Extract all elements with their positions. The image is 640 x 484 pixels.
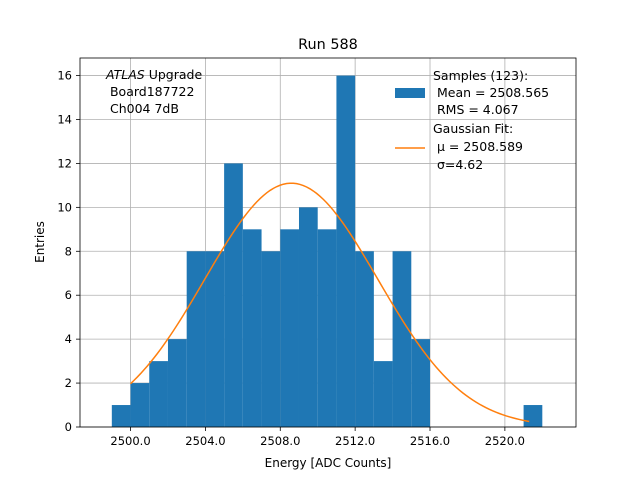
y-axis-ticks: 0 2 4 6 8 10 12 14 16: [57, 69, 80, 434]
hist-bar-9: [280, 229, 299, 427]
x-tick-label-1: 2504.0: [185, 434, 225, 448]
legend-samples-rms: RMS = 4.067: [433, 102, 519, 117]
hist-bar-22: [523, 405, 543, 427]
hist-bar-14: [373, 361, 393, 427]
hist-bar-6: [224, 163, 243, 427]
x-tick-label-0: 2500.0: [110, 434, 150, 448]
hist-bar-1: [130, 383, 150, 427]
y-tick-label-3: 6: [65, 288, 72, 302]
annotation-atlas-word: ATLAS: [105, 67, 145, 82]
atlas-annotation: ATLAS Upgrade Board187722 Ch004 7dB: [105, 67, 202, 116]
annotation-line-1: ATLAS Upgrade: [105, 67, 202, 82]
hist-bar-4: [186, 251, 206, 427]
hist-bar-7: [242, 229, 262, 427]
x-tick-label-5: 2520.0: [485, 434, 525, 448]
legend-fit-label: Gaussian Fit:: [433, 121, 513, 136]
legend-fit-sigma: σ=4.62: [433, 157, 483, 172]
annotation-channel: Ch004 7dB: [106, 101, 179, 116]
hist-bar-10: [298, 207, 318, 427]
legend-fit-mu: μ = 2508.589: [433, 139, 523, 154]
y-tick-label-7: 14: [57, 113, 72, 127]
x-axis-ticks: 2500.0 2504.0 2508.0 2512.0 2516.0 2520.0: [110, 427, 525, 448]
y-axis-label: Entries: [33, 221, 47, 263]
hist-bar-0: [111, 405, 131, 427]
y-tick-label-5: 10: [57, 200, 72, 214]
hist-bar-11: [317, 229, 337, 427]
hist-bar-15: [392, 251, 412, 427]
legend: Samples (123): Mean = 2508.565 RMS = 4.0…: [395, 68, 549, 172]
annotation-board: Board187722: [106, 84, 194, 99]
hist-bar-2: [149, 361, 168, 427]
y-tick-label-8: 16: [57, 69, 72, 83]
x-tick-label-4: 2516.0: [410, 434, 450, 448]
hist-bar-5: [205, 251, 225, 427]
y-tick-label-2: 4: [65, 332, 72, 346]
hist-bar-13: [355, 251, 374, 427]
legend-samples-label: Samples (123):: [433, 68, 528, 83]
hist-bar-8: [261, 251, 281, 427]
chart-title: Run 588: [298, 37, 358, 53]
y-tick-label-4: 8: [65, 244, 72, 258]
annotation-upgrade-word: Upgrade: [145, 67, 203, 82]
y-tick-label-0: 0: [65, 420, 72, 434]
histogram-bars: [111, 75, 543, 428]
hist-bar-16: [411, 339, 431, 427]
hist-bar-12: [336, 75, 356, 428]
legend-samples-swatch: [395, 88, 425, 98]
legend-samples-mean: Mean = 2508.565: [433, 85, 549, 100]
y-tick-label-6: 12: [57, 156, 72, 170]
y-tick-label-1: 2: [65, 376, 72, 390]
plot-frame: [79, 57, 577, 428]
x-tick-label-2: 2508.0: [260, 434, 300, 448]
x-axis-label: Energy [ADC Counts]: [265, 456, 392, 470]
hist-bar-3: [167, 339, 187, 427]
x-tick-label-3: 2512.0: [335, 434, 375, 448]
gaussian-fit-line: [130, 182, 530, 423]
